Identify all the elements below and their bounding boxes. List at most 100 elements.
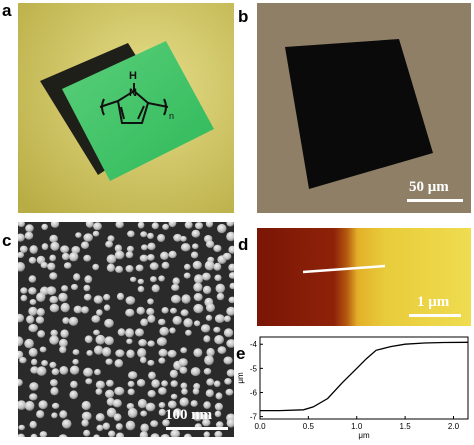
nanoparticle: [147, 340, 155, 347]
nanoparticle: [222, 252, 232, 261]
y-tick-label: -7: [250, 413, 258, 422]
nanoparticle: [193, 293, 203, 302]
nanoparticle: [125, 308, 135, 317]
panel-b-scalebar-label: 50 μm: [409, 179, 449, 195]
panel-a-illustration: H N n: [18, 3, 234, 213]
nanoparticle: [41, 223, 48, 231]
nanoparticle: [192, 260, 202, 270]
nanoparticle: [226, 231, 234, 242]
nanoparticle: [114, 386, 125, 396]
nanoparticle: [215, 283, 226, 294]
nanoparticle: [172, 277, 180, 285]
nanoparticle: [60, 245, 70, 254]
nanoparticle: [20, 287, 28, 294]
nanoparticle: [83, 254, 92, 262]
nanoparticle: [49, 234, 58, 243]
nanoparticle: [59, 346, 67, 354]
nanoparticle: [59, 338, 68, 348]
nanoparticle: [130, 276, 137, 283]
nanoparticle: [51, 368, 60, 376]
nanoparticle: [69, 365, 80, 375]
nanoparticle: [127, 388, 135, 396]
panel-c-scalebar-label: 100 nm: [165, 407, 213, 423]
nanoparticle: [180, 309, 189, 317]
nanoparticle: [223, 315, 231, 323]
nanoparticle: [125, 328, 135, 338]
nanoparticle: [102, 422, 111, 430]
nanoparticle: [29, 382, 39, 391]
nanoparticle: [171, 294, 181, 304]
nanoparticle: [160, 251, 169, 260]
nanoparticle: [41, 360, 48, 367]
nanoparticle: [115, 265, 124, 273]
nanoparticle: [29, 393, 38, 401]
nanoparticle: [214, 274, 222, 282]
nanoparticle: [127, 407, 138, 419]
nanoparticle-grains: [18, 222, 234, 437]
nanoparticle: [41, 243, 49, 251]
nanoparticle: [225, 388, 234, 396]
nanoparticle: [60, 329, 69, 338]
nanoparticle: [159, 326, 169, 336]
nanoparticle: [29, 299, 37, 305]
panel-b-label: b: [238, 7, 249, 26]
nanoparticle: [228, 245, 234, 254]
nanoparticle: [168, 222, 177, 228]
nanoparticle: [226, 306, 234, 316]
nanoparticle: [69, 390, 78, 400]
nanoparticle: [36, 308, 45, 317]
nanoparticle: [29, 420, 37, 429]
nanoparticle: [18, 262, 26, 272]
panel-c-label: c: [2, 231, 12, 250]
nanoparticle: [24, 338, 34, 349]
nanoparticle: [26, 315, 35, 324]
nanoparticle: [28, 287, 37, 295]
panel-c-scalebar-line: [166, 427, 228, 430]
nanoparticle: [181, 388, 188, 395]
nanoparticle: [137, 348, 147, 358]
nanoparticle: [148, 371, 156, 380]
nanoparticle: [183, 272, 191, 279]
nanoparticle: [158, 387, 167, 395]
nanoparticle: [93, 222, 102, 231]
nanoparticle: [139, 254, 149, 262]
nanoparticle: [158, 357, 166, 364]
nanoparticle: [106, 263, 115, 272]
x-tick-label: 0.0: [254, 422, 266, 431]
nanoparticle: [108, 430, 116, 437]
panel-b-optical-image: 50 μm: [257, 3, 471, 213]
profile-chart-svg: 0.0 0.5 1.0 1.5 2.0 -7 -6 -5 -4 μm μm: [236, 336, 469, 440]
nanoparticle: [68, 316, 79, 326]
nanoparticle: [167, 400, 177, 409]
nanoparticle: [61, 252, 70, 261]
x-tick-label: 1.0: [351, 422, 363, 431]
nanoparticle: [46, 286, 57, 296]
nanoparticle: [137, 398, 147, 409]
nanoparticle: [50, 329, 58, 337]
nanoparticle: [200, 324, 211, 333]
nanoparticle: [75, 232, 82, 238]
nanoparticle: [18, 222, 25, 228]
panel-b-scalebar-line: [407, 199, 463, 202]
nanoparticle: [162, 419, 170, 427]
nanoparticle: [19, 357, 27, 364]
panel-d-scalebar-label: 1 μm: [417, 294, 450, 310]
nanoparticle: [184, 263, 191, 270]
nanoparticle: [36, 292, 46, 302]
nanoparticle: [226, 222, 234, 227]
x-tick-label: 0.5: [303, 422, 315, 431]
nanoparticle: [179, 397, 189, 407]
nanoparticle: [39, 431, 48, 437]
nanoparticle: [137, 285, 145, 293]
nanoparticle: [140, 410, 148, 417]
nanoparticle: [18, 424, 25, 431]
nanoparticle: [205, 314, 213, 321]
nanoparticle: [51, 402, 60, 409]
nanoparticle: [73, 305, 83, 314]
y-tick-label: -5: [250, 364, 258, 373]
nanoparticle: [205, 389, 214, 398]
nanoparticle: [125, 265, 134, 273]
nanoparticle: [61, 285, 69, 292]
nanoparticle: [170, 380, 178, 388]
nanoparticle: [190, 400, 198, 407]
